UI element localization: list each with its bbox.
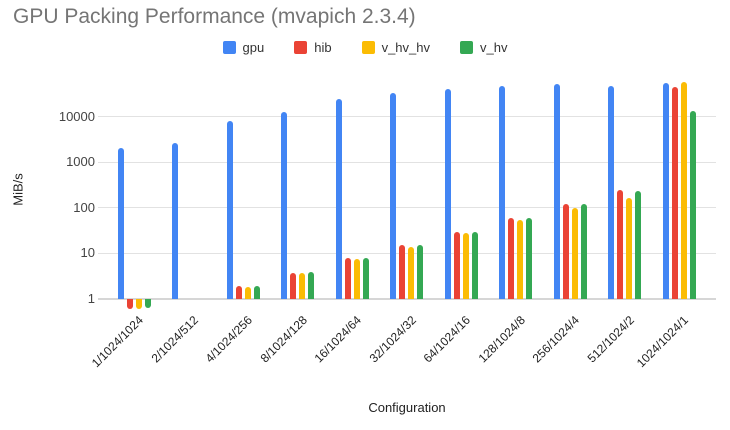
y-axis-tick-label: 1000 [66,154,95,170]
bar-gpu [499,85,506,299]
bar-hib [453,231,460,299]
x-axis-title: Configuration [368,400,446,415]
x-axis-tick-label: 64/1024/16 [420,313,474,366]
gridline [98,207,716,209]
bar-v_hv [580,204,587,299]
bar-v_hv_hv [517,220,524,299]
bar-hib [344,258,351,299]
y-axis-title: MiB/s [10,173,26,206]
bar-hib [399,245,406,299]
bar-hib [617,189,624,299]
legend-item-v_hv_hv: v_hv_hv [361,40,430,55]
bar-v_hv [144,299,151,309]
bar-v_hv_hv [299,273,306,299]
bar-gpu [662,83,669,299]
bar-v_hv_hv [408,246,415,299]
x-axis-baseline [98,298,716,300]
bar-gpu [553,84,560,299]
bar-gpu [281,112,288,299]
gridline [98,161,716,163]
bar-hib [235,286,242,299]
bar-hib [508,217,515,299]
x-axis-tick-label: 4/1024/256 [202,313,256,366]
legend: gpu hib v_hv_hv v_hv [0,40,730,55]
legend-swatch-hib [294,41,308,54]
legend-item-hib: hib [294,40,332,55]
x-axis-tick-label: 16/1024/64 [311,313,365,366]
chart-title: GPU Packing Performance (mvapich 2.3.4) [13,5,416,28]
bar-hib [671,87,678,299]
x-axis-tick-label: 1/1024/1024 [89,313,147,371]
legend-label: hib [314,40,332,55]
bar-v_hv_hv [244,286,251,299]
legend-label: gpu [242,40,265,55]
bar-v_hv_hv [353,259,360,299]
bar-v_hv [471,231,478,299]
bar-v_hv_hv [626,197,633,299]
legend-item-gpu: gpu [222,40,265,55]
gridline [98,116,716,118]
x-axis-tick-label: 128/1024/8 [475,313,528,366]
legend-item-v_hv: v_hv [460,40,507,55]
bar-gpu [117,147,124,299]
bar-gpu [335,99,342,299]
bar-v_hv [635,191,642,299]
bar-v_hv_hv [135,299,142,310]
x-axis-tick-label: 32/1024/32 [366,313,419,366]
bar-v_hv_hv [462,233,469,299]
bar-hib [290,272,297,299]
bar-v_hv_hv [571,207,578,299]
y-axis-tick-label: 10000 [58,108,95,124]
bar-v_hv [362,257,369,299]
bar-v_hv [689,111,696,299]
x-axis-tick-label: 8/1024/128 [257,313,310,366]
legend-swatch-gpu [222,41,236,54]
x-axis-tick-label: 2/1024/512 [148,313,201,366]
x-axis-tick-label: 512/1024/2 [584,313,637,366]
bar-v_hv [253,285,260,299]
bar-v_hv [308,272,315,299]
bar-gpu [444,88,451,299]
y-axis-tick-label: 10 [80,245,95,261]
gridline [98,252,716,254]
legend-swatch-v_hv_hv [361,41,375,54]
y-axis-tick-label: 1 [87,291,95,306]
y-axis-tick-label: 100 [73,199,95,215]
bar-v_hv_hv [680,82,687,299]
bar-hib [562,204,569,299]
legend-swatch-v_hv [460,41,473,54]
x-axis-tick-label: 1024/1024/1 [634,313,692,371]
x-axis-tick-label: 256/1024/4 [529,313,583,366]
bar-v_hv [417,245,424,299]
bar-gpu [390,92,397,299]
bar-gpu [172,142,179,299]
bar-v_hv [526,217,533,299]
legend-label: v_hv [480,40,508,55]
bar-gpu [226,121,233,299]
bar-gpu [608,85,615,299]
bar-hib [126,299,133,310]
legend-label: v_hv_hv [381,40,430,55]
